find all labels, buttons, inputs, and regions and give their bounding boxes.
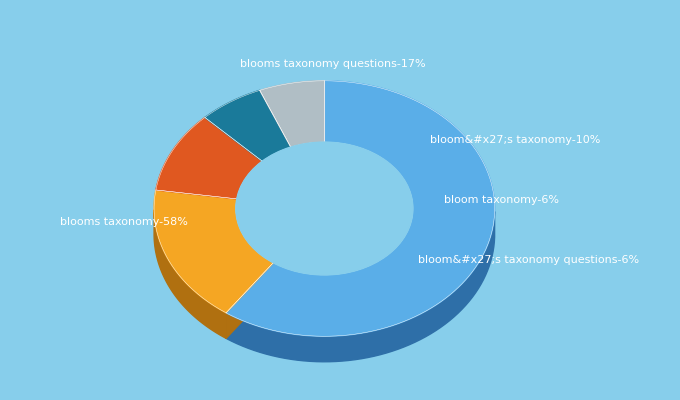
Text: blooms taxonomy-58%: blooms taxonomy-58% [61,217,188,227]
Polygon shape [205,90,291,161]
Text: blooms taxonomy questions-17%: blooms taxonomy questions-17% [240,59,426,69]
Ellipse shape [236,142,413,275]
Polygon shape [226,212,494,362]
Polygon shape [236,209,273,288]
Text: bloom&#x27;s taxonomy questions-6%: bloom&#x27;s taxonomy questions-6% [418,255,639,265]
Polygon shape [226,263,273,338]
Polygon shape [156,118,262,199]
Text: bloom&#x27;s taxonomy-10%: bloom&#x27;s taxonomy-10% [430,135,600,145]
Polygon shape [226,263,273,338]
Polygon shape [260,81,324,147]
Polygon shape [154,190,273,313]
Text: bloom taxonomy-6%: bloom taxonomy-6% [443,195,558,205]
Polygon shape [226,81,494,336]
Polygon shape [273,210,413,300]
Polygon shape [154,210,226,338]
